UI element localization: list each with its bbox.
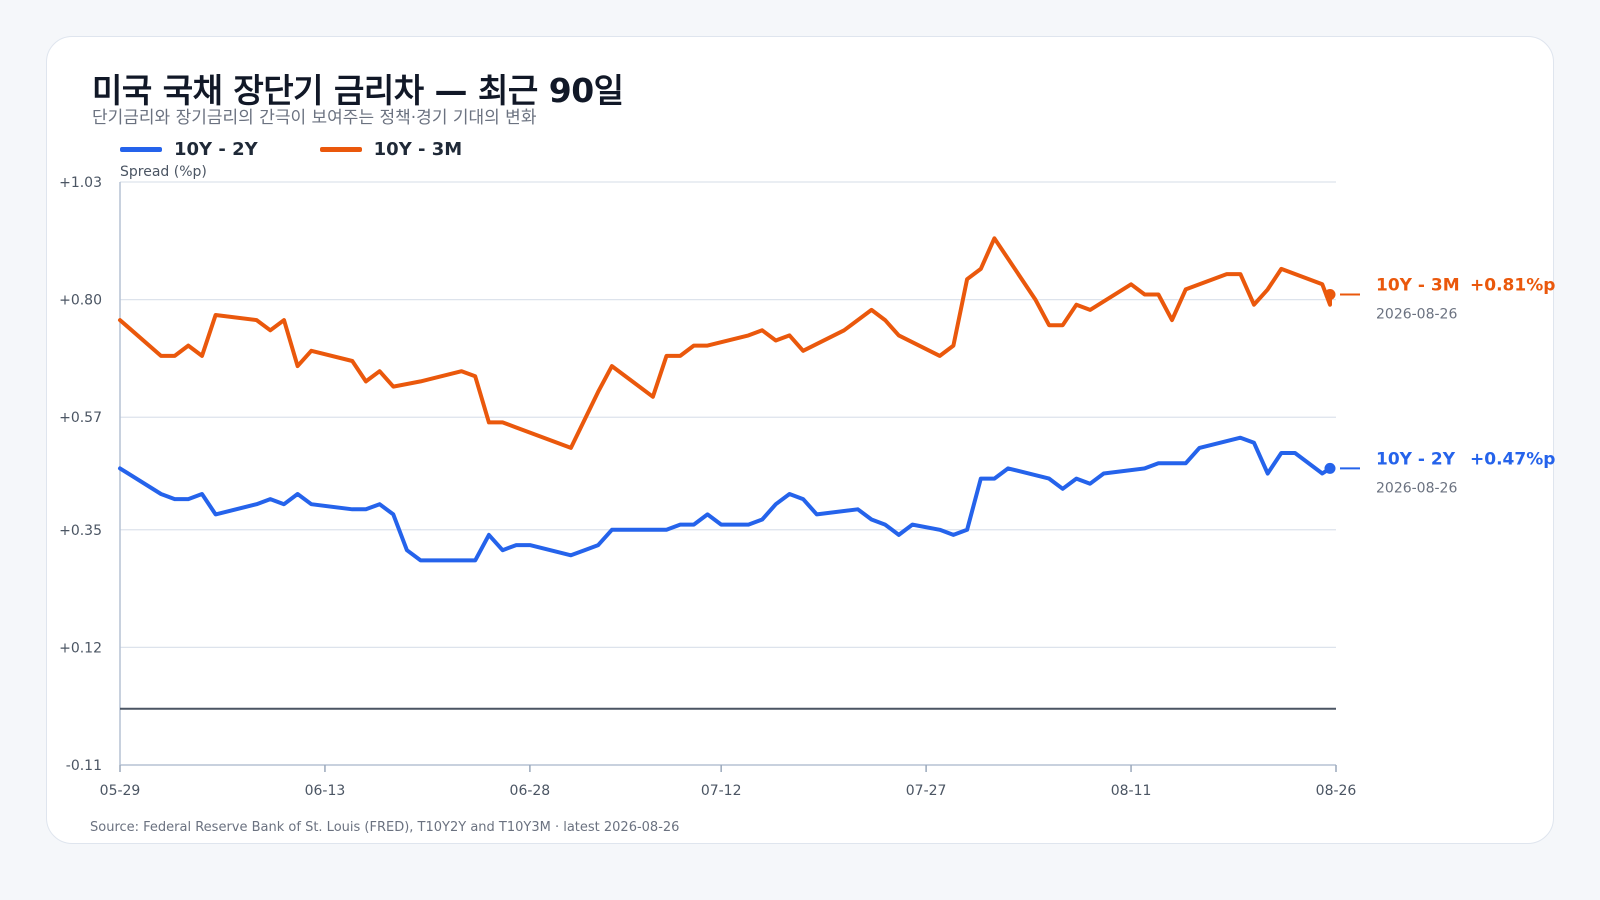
- end-label-name-10y-3m: 10Y - 3M: [1376, 276, 1460, 296]
- y-tick-label: +0.35: [59, 523, 102, 539]
- series-line-10y-2y[interactable]: [118, 435, 1332, 563]
- grid-layer: [120, 181, 1336, 648]
- end-label-date-10y-2y: 2026-08-26: [1376, 480, 1457, 496]
- legend-label-10y-3m: 10Y - 3M: [373, 138, 463, 160]
- tick-layer: +1.03 +0.80 +0.57 +0.35 +0.12 -0.11 05-29 06-13…: [59, 175, 1356, 799]
- legend-item-10y-2y[interactable]: 10Y - 2Y: [120, 139, 258, 160]
- x-tick-label: 07-27: [906, 783, 947, 799]
- end-label-value-10y-3m: +0.81%p: [1470, 276, 1555, 296]
- legend: 10Y - 2Y 10Y - 3M: [120, 137, 524, 161]
- x-tick-label: 08-11: [1111, 783, 1152, 799]
- source-note: Source: Federal Reserve Bank of St. Loui…: [90, 820, 680, 835]
- legend-label-10y-2y: 10Y - 2Y: [174, 138, 258, 160]
- x-tick-label: 08-26: [1316, 783, 1357, 799]
- legend-swatch-10y-3m: [319, 146, 362, 152]
- end-label-name-10y-2y: 10Y - 2Y: [1376, 449, 1456, 469]
- y-tick-label: +0.12: [59, 640, 102, 656]
- end-point-10y-2y[interactable]: [1324, 462, 1336, 474]
- y-tick-label: -0.11: [66, 758, 102, 774]
- chart-subtitle: 단기금리와 장기금리의 간극이 보여주는 정책·경기 기대의 변화: [92, 108, 537, 128]
- x-tick-label: 05-29: [100, 783, 141, 799]
- x-tick-label: 06-28: [510, 783, 551, 799]
- chart-title: 미국 국채 장단기 금리차 — 최근 90일: [92, 71, 624, 110]
- x-tick-label: 07-12: [701, 783, 742, 799]
- end-label-layer: 10Y - 2Y +0.47%p 2026-08-26 10Y - 3M +0.81%p…: [1340, 276, 1555, 496]
- x-tick-label: 06-13: [305, 783, 346, 799]
- end-point-10y-3m[interactable]: [1324, 289, 1336, 301]
- legend-swatch-10y-2y: [120, 146, 162, 152]
- y-tick-label: +0.80: [59, 293, 102, 309]
- series-layer: [118, 236, 1336, 563]
- y-tick-label: +1.03: [59, 175, 102, 191]
- y-tick-label: +0.57: [59, 410, 102, 426]
- legend-item-10y-3m[interactable]: 10Y - 3M: [319, 138, 463, 160]
- end-label-value-10y-2y: +0.47%p: [1470, 449, 1555, 469]
- y-axis-title: Spread (%p): [120, 164, 207, 180]
- end-label-date-10y-3m: 2026-08-26: [1376, 307, 1457, 323]
- series-line-10y-3m[interactable]: [118, 236, 1332, 450]
